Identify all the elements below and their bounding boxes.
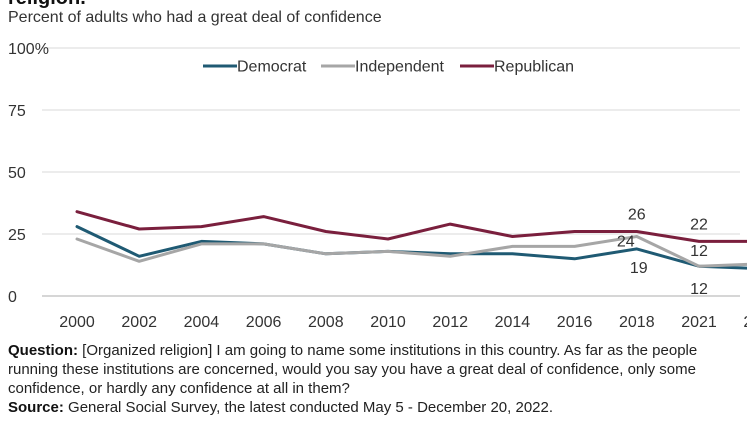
question-label: Question:: [8, 342, 78, 359]
data-label-democrat-2021: 12: [690, 281, 708, 298]
legend-label-democrat: Democrat: [237, 59, 307, 76]
chart-notes: Question: [Organized religion] I am goin…: [8, 341, 743, 417]
x-tick-label-2016: 2016: [557, 314, 593, 331]
source-text: General Social Survey, the latest conduc…: [63, 399, 554, 416]
x-tick-label-2004: 2004: [184, 314, 220, 331]
x-tick-label-2010: 2010: [370, 314, 406, 331]
question-note: Question: [Organized religion] I am goin…: [8, 341, 743, 398]
y-tick-label-0: 0: [8, 289, 17, 306]
x-tick-label-2000: 2000: [59, 314, 95, 331]
data-label-democrat-2018: 19: [630, 260, 648, 277]
data-label-republican-2021: 22: [690, 216, 708, 233]
source-note: Source: General Social Survey, the lates…: [8, 398, 743, 417]
x-tick-label-2022: 2022: [743, 314, 747, 331]
x-tick-label-2006: 2006: [246, 314, 282, 331]
y-tick-label-100: 100%: [8, 41, 49, 58]
line-chart: 0 25 50 75 100% 2000 2002 2004 2006 2008 2010 2012 2…: [8, 41, 747, 331]
y-tick-label-50: 50: [8, 165, 26, 182]
x-tick-label-2021: 2021: [681, 314, 717, 331]
x-tick-label-2018: 2018: [619, 314, 655, 331]
chart-title-fragment: religion.: [8, 0, 86, 10]
data-label-republican-2018: 26: [628, 207, 646, 224]
x-tick-label-2002: 2002: [121, 314, 157, 331]
legend-label-republican: Republican: [494, 59, 574, 76]
data-label-independent-2018: 24: [617, 233, 635, 250]
x-tick-label-2014: 2014: [495, 314, 531, 331]
chart-subtitle: Percent of adults who had a great deal o…: [8, 9, 382, 26]
question-text: [Organized religion] I am going to name …: [8, 342, 698, 397]
y-tick-label-25: 25: [8, 227, 26, 244]
x-tick-label-2008: 2008: [308, 314, 344, 331]
source-label: Source:: [8, 399, 64, 416]
data-label-independent-2021: 12: [690, 243, 708, 260]
series-line-independent: [75, 235, 747, 268]
legend-label-independent: Independent: [355, 59, 445, 76]
x-tick-label-2012: 2012: [432, 314, 468, 331]
y-tick-label-75: 75: [8, 103, 26, 120]
series-line-republican: [75, 210, 747, 243]
